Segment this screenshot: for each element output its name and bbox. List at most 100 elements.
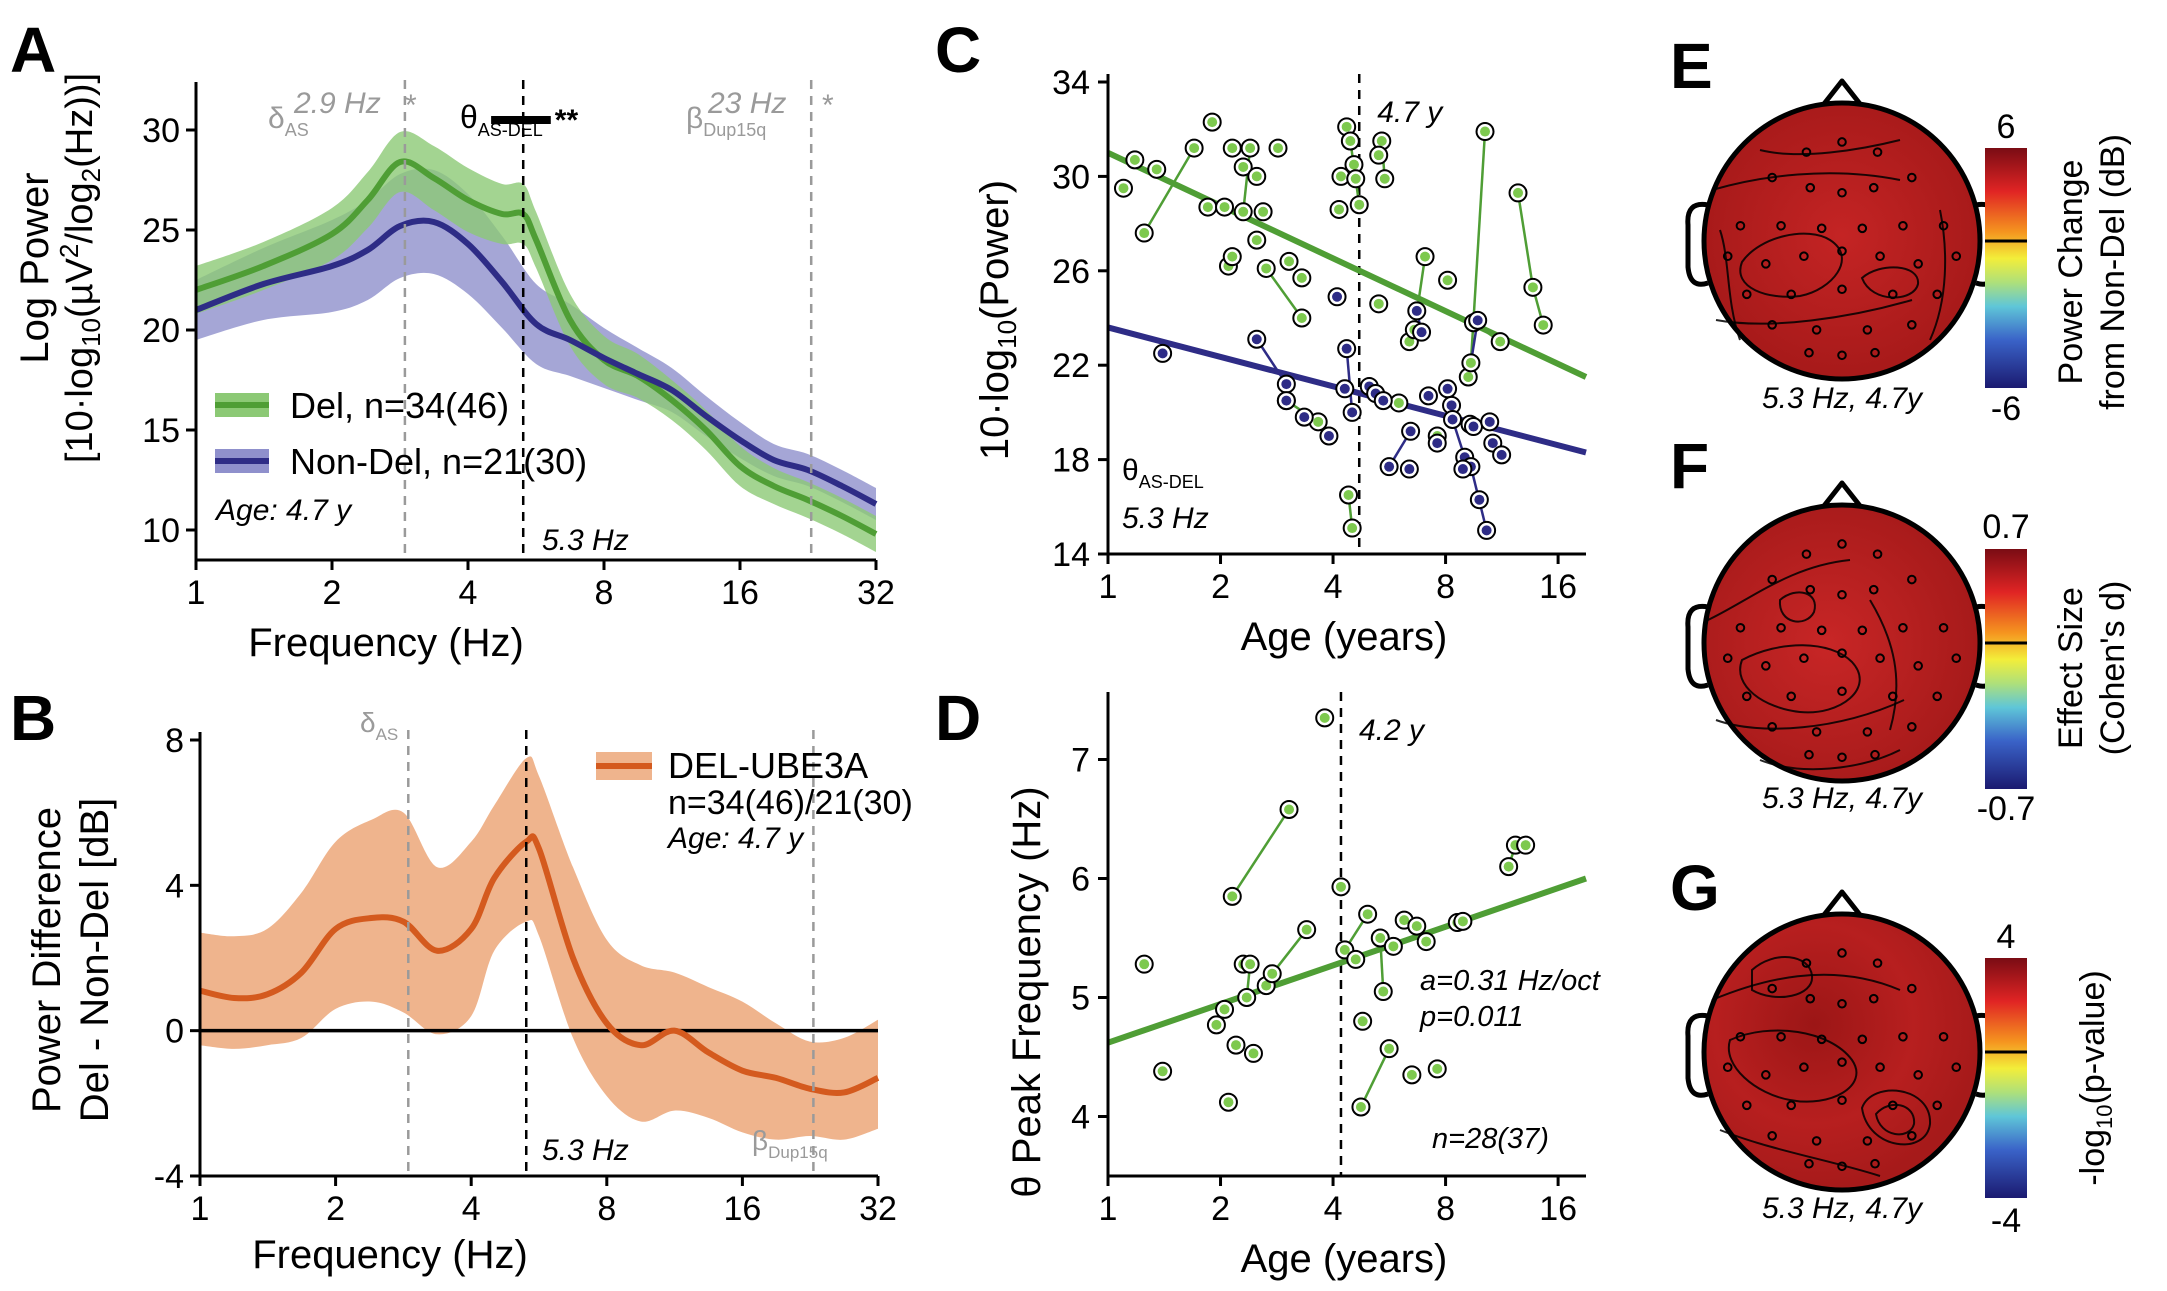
d-point xyxy=(1399,915,1410,926)
topo-e-electrode xyxy=(1735,220,1746,231)
a-x-tick-label: 16 xyxy=(721,574,759,612)
topo-f-electrode xyxy=(1761,661,1771,671)
e-colorbar-max: 6 xyxy=(1997,108,2016,146)
b-y-tick-label: 4 xyxy=(165,867,184,905)
c-theta-label: θAS-DEL xyxy=(1122,454,1204,492)
c-point xyxy=(1258,206,1269,217)
topo-f-electrode xyxy=(1872,549,1883,559)
c-point xyxy=(1423,390,1434,401)
topo-f-contour xyxy=(1715,699,1905,730)
topo-g-electrode xyxy=(1887,1100,1898,1111)
topo-f-electrode xyxy=(1805,584,1816,595)
b-x-tick-label: 1 xyxy=(191,1190,210,1228)
topo-f-nose xyxy=(1818,480,1866,513)
b-x-tick-label: 8 xyxy=(597,1190,616,1228)
panel-g: G 5.3 Hz, 4.7y 4 -4 -log10(p-value) xyxy=(1670,852,2117,1240)
c-point xyxy=(1350,173,1361,184)
topo-f-electrode xyxy=(1913,661,1923,671)
c-point xyxy=(1347,523,1358,534)
b-band xyxy=(200,756,878,1140)
topo-e-electrode xyxy=(1862,325,1873,335)
d-point xyxy=(1355,1101,1366,1112)
d-point xyxy=(1362,909,1373,920)
topo-g-contour xyxy=(1719,1129,1881,1177)
c-pair-line xyxy=(1143,147,1196,234)
c-point xyxy=(1411,305,1422,316)
e-colorbar-min: -6 xyxy=(1991,390,2021,428)
b-ylabel-line1: Power Difference xyxy=(25,807,69,1113)
topo-e-contour xyxy=(1711,172,1901,191)
c-point xyxy=(1484,416,1495,427)
a-beta-star: * xyxy=(822,89,834,122)
e-colorbar xyxy=(1985,148,2027,388)
c-point xyxy=(1404,336,1415,347)
a-legend-del-label: Del, n=34(46) xyxy=(290,385,509,426)
b-y-tick-label: 0 xyxy=(165,1013,184,1051)
topo-e-electrode xyxy=(1837,246,1847,256)
topo-g-electrode xyxy=(1951,1062,1962,1073)
c-point xyxy=(1465,357,1476,368)
d-point xyxy=(1227,891,1238,902)
panel-a: A 1 2 4 8 16 32 10 15 20 25 30 Log Power [10·log10… xyxy=(10,14,895,665)
c-freq-label: 5.3 Hz xyxy=(1122,502,1209,535)
topo-g-electrode xyxy=(1722,1062,1733,1073)
g-caption: 5.3 Hz, 4.7y xyxy=(1762,1192,1924,1225)
topo-g-electrode xyxy=(1801,958,1812,968)
c-point xyxy=(1299,412,1310,423)
c-point xyxy=(1354,199,1365,210)
topo-f-ear-left xyxy=(1685,603,1709,689)
topo-f-electrode xyxy=(1857,625,1868,636)
topo-e-electrode xyxy=(1938,220,1949,231)
a-y-tick-label: 25 xyxy=(142,212,180,250)
topo-e-electrode xyxy=(1837,137,1847,147)
f-caption: 5.3 Hz, 4.7y xyxy=(1762,782,1924,815)
a-beta-freq: 23 Hz xyxy=(707,87,786,120)
c-point xyxy=(1334,204,1345,215)
topo-f-electrode xyxy=(1767,574,1777,585)
c-point xyxy=(1496,449,1507,460)
topo-e-contour xyxy=(1860,266,1920,299)
d-point xyxy=(1157,1066,1168,1077)
topo-e-electrode xyxy=(1857,223,1868,234)
c-point xyxy=(1139,228,1150,239)
d-point xyxy=(1211,1019,1222,1030)
topo-e-electrode xyxy=(1776,220,1786,231)
panel-letter-a: A xyxy=(10,14,56,86)
g-colorbar-max: 4 xyxy=(1997,918,2016,956)
topo-g-electrode xyxy=(1868,993,1879,1004)
c-point xyxy=(1339,383,1350,394)
a-x-tick-label: 4 xyxy=(459,574,478,612)
c-point xyxy=(1447,414,1458,425)
c-point xyxy=(1284,256,1295,267)
c-point xyxy=(1227,143,1238,154)
d-p-label: p=0.011 xyxy=(1419,1001,1523,1033)
topo-e-contour xyxy=(1929,209,1947,341)
c-point xyxy=(1487,438,1498,449)
c-point xyxy=(1345,136,1356,146)
c-point xyxy=(1296,313,1307,323)
a-x-tick-label: 32 xyxy=(857,574,895,612)
d-ylabel: θ Peak Frequency (Hz) xyxy=(1005,786,1049,1197)
b-legend-age: Age: 4.7 y xyxy=(666,822,805,855)
e-colorbar-label-2: from Non-Del (dB) xyxy=(2094,134,2132,410)
d-point xyxy=(1284,804,1295,815)
c-xlabel: Age (years) xyxy=(1241,615,1448,659)
b-legend-title: DEL-UBE3A xyxy=(668,745,868,786)
c-point xyxy=(1189,143,1200,154)
b-beta-label: βDup15q xyxy=(752,1125,828,1162)
d-point xyxy=(1375,933,1386,943)
c-y-tick-label: 18 xyxy=(1052,442,1090,480)
c-point xyxy=(1281,395,1292,406)
d-point xyxy=(1267,968,1278,979)
topo-e-electrode xyxy=(1951,251,1962,262)
topo-g-electrode xyxy=(1761,1070,1771,1080)
topo-g-contour xyxy=(1727,1029,1858,1103)
topo-e-electrode xyxy=(1870,347,1880,358)
d-xlabel: Age (years) xyxy=(1241,1237,1448,1281)
topo-e-electrode xyxy=(1767,172,1777,183)
c-point xyxy=(1472,315,1483,326)
d-point xyxy=(1520,840,1531,851)
a-sig-stars: ** xyxy=(555,104,579,137)
topomap-g xyxy=(1685,889,1999,1193)
d-point xyxy=(1388,941,1399,952)
